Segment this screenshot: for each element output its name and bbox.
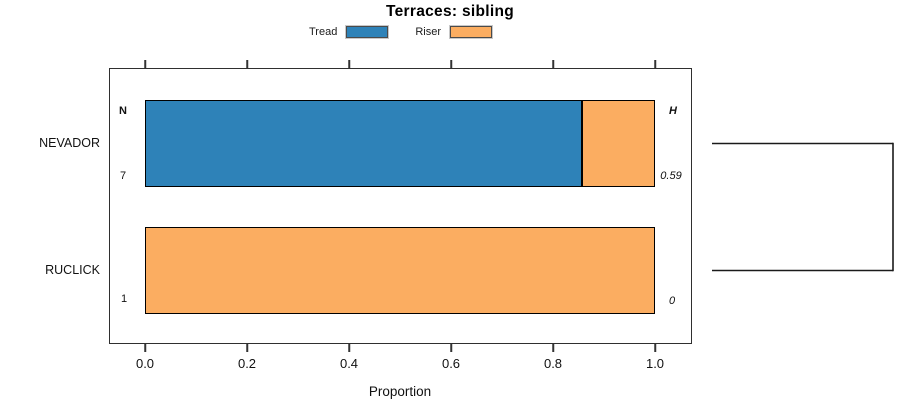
axis-tick (348, 60, 350, 68)
legend-label: Tread (309, 26, 338, 38)
legend-item-tread: Tread (309, 26, 389, 38)
bar-segment-riser (146, 228, 654, 313)
chart-title: Terraces: sibling (386, 3, 514, 20)
axis-tick (144, 344, 146, 352)
top-axis-ticks (144, 60, 656, 68)
category-label-ruclick: RUCLICK (45, 263, 100, 277)
axis-tick-label: 1.0 (645, 356, 665, 371)
axis-tick (450, 60, 452, 68)
h-value-nevador: 0.59 (660, 170, 682, 182)
legend-label: Riser (415, 26, 441, 38)
bar-ruclick (145, 227, 655, 314)
axis-tick-label: 0.8 (543, 356, 563, 371)
axis-tick-label: 0.6 (441, 356, 461, 371)
n-value-nevador: 7 (119, 170, 127, 182)
axis-tick-label: 0.2 (237, 356, 257, 371)
legend-item-riser: Riser (415, 26, 492, 38)
h-column-header: H (669, 105, 677, 117)
axis-tick (552, 60, 554, 68)
bar-segment-tread (146, 101, 583, 186)
axis-tick-label: 0.0 (135, 356, 155, 371)
x-axis-label: Proportion (368, 384, 432, 399)
axis-tick (552, 344, 554, 352)
axis-tick (654, 344, 656, 352)
legend-swatch (346, 26, 389, 38)
axis-tick (450, 344, 452, 352)
axis-tick (246, 60, 248, 68)
bar-segment-riser (582, 101, 654, 186)
legend-swatch (450, 26, 492, 38)
h-value-ruclick: 0 (668, 295, 676, 307)
category-label-nevador: NEVADOR (39, 136, 100, 150)
axis-tick (348, 344, 350, 352)
n-column-header: N (119, 105, 127, 117)
axis-tick-label: 0.4 (339, 356, 359, 371)
x-axis-label-wrap: Proportion (145, 383, 655, 401)
axis-tick (654, 60, 656, 68)
bottom-axis-ticks (144, 344, 656, 352)
axis-tick (144, 60, 146, 68)
n-value-ruclick: 1 (120, 293, 128, 305)
legend: Tread Riser (109, 23, 692, 41)
x-axis-tick-labels: 0.0 0.2 0.4 0.6 0.8 1.0 (136, 356, 664, 372)
axis-tick (246, 344, 248, 352)
bar-nevador (145, 100, 655, 187)
